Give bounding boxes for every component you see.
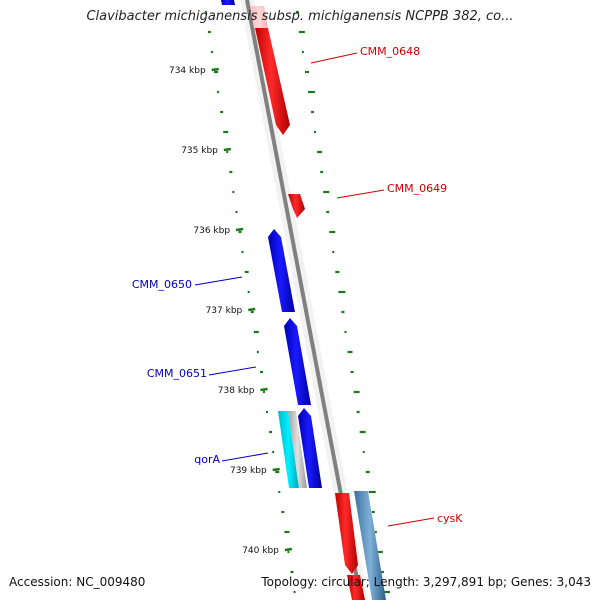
label-cysK[interactable]: cysK: [387, 512, 463, 527]
feature-top-blue: [221, 0, 235, 5]
gene-label-CMM_0649: CMM_0649: [387, 182, 447, 195]
gene-arrow-qorA: [298, 408, 322, 488]
feature-grey-qorA: [288, 411, 307, 488]
gc-content-track-left: [204, 10, 296, 594]
map-title: Clavibacter michiganensis subsp. michiga…: [86, 9, 514, 24]
gene-arrow-CMM_0648: [255, 28, 290, 135]
tick-mark: [223, 147, 232, 152]
tick-mark: [284, 547, 293, 552]
gene-arrow-CMM_0650: [268, 229, 295, 312]
accession-label: Accession: NC_009480: [9, 575, 146, 589]
feature-top-pink: [250, 6, 268, 28]
label-CMM_0649[interactable]: CMM_0649: [336, 182, 447, 199]
gene-arrow-CMM_0649: [288, 194, 305, 218]
gene-label-CMM_0651: CMM_0651: [147, 367, 207, 380]
gene-arrow-CMM_0651: [284, 318, 311, 405]
gene-label-CMM_0650: CMM_0650: [132, 278, 192, 291]
gene-label-qorA: qorA: [194, 453, 220, 466]
tick-label: 734 kbp: [169, 66, 206, 76]
topology-summary: Topology: circular; Length: 3,297,891 bp…: [261, 575, 591, 589]
tick-label: 736 kbp: [193, 226, 230, 236]
tick-mark: [235, 227, 244, 232]
gene-label-CMM_0648: CMM_0648: [360, 45, 420, 58]
feature-cyan-qorA: [278, 411, 299, 488]
tick-label: 735 kbp: [181, 146, 218, 156]
tick-mark: [248, 307, 256, 312]
label-CMM_0648[interactable]: CMM_0648: [310, 45, 420, 64]
label-CMM_0651[interactable]: CMM_0651: [147, 366, 257, 380]
label-CMM_0650[interactable]: CMM_0650: [132, 276, 243, 291]
tick-mark: [211, 67, 219, 72]
gc-content-track-right: [295, 10, 390, 594]
gene-label-cysK: cysK: [437, 512, 463, 525]
feature-steelblue-cysK: [354, 491, 386, 600]
tick-label: 737 kbp: [206, 306, 243, 316]
tick-label: 739 kbp: [230, 466, 267, 476]
feature-bottom-red: [347, 575, 365, 600]
label-qorA[interactable]: qorA: [194, 452, 269, 466]
tick-labels: 734 kbp 735 kbp 736 kbp 737 kbp 738 kbp 739 k…: [169, 66, 293, 556]
tick-label: 738 kbp: [218, 386, 255, 396]
tick-mark: [272, 467, 280, 472]
tick-label: 740 kbp: [242, 546, 279, 556]
tick-mark: [260, 387, 268, 392]
gene-arrow-cysK: [335, 493, 358, 574]
